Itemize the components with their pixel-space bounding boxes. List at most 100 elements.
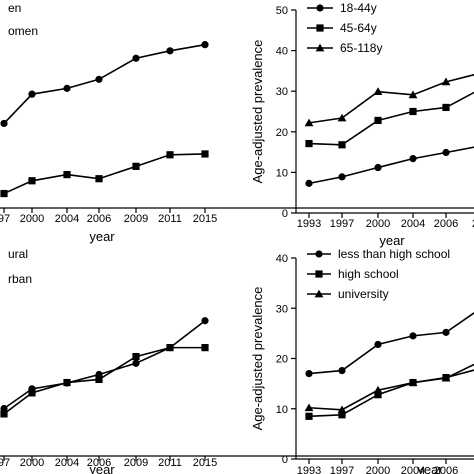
legend-label: 45-64y (340, 21, 377, 35)
data-point (409, 154, 417, 163)
data-point (408, 378, 418, 387)
legend-label: en (8, 1, 21, 15)
legend-label: 18-44y (340, 1, 377, 15)
x-tick-label: 2011 (158, 213, 182, 225)
data-point (63, 84, 71, 92)
panel-top-left: 97 2000 2004 2006 2009 2011 2015 year en omen (0, 1, 474, 244)
data-point (408, 90, 418, 99)
data-point (305, 369, 313, 378)
data-point (373, 87, 383, 96)
x-axis-label: year (379, 233, 405, 248)
data-point (338, 411, 346, 419)
x-axis-label: year (89, 229, 115, 244)
y-tick-label: 30 (276, 86, 288, 98)
data-point (95, 75, 103, 83)
series-line (3, 43, 206, 124)
y-tick-label: 50 (276, 5, 288, 17)
data-point (63, 378, 71, 387)
x-tick-label: 2000 (20, 457, 44, 469)
data-point (166, 47, 174, 55)
y-tick-label: 40 (276, 46, 288, 58)
series-line (3, 153, 206, 195)
x-tick-label: 2006 (87, 457, 111, 469)
data-point (337, 113, 347, 122)
legend-label: less than high school (338, 247, 450, 261)
legend-marker (316, 4, 324, 12)
legend-marker (314, 289, 324, 298)
data-point (166, 151, 174, 159)
data-point (132, 54, 140, 62)
data-point (28, 177, 36, 185)
y-tick-label: 40 (276, 253, 288, 265)
y-tick-label: 0 (282, 208, 288, 220)
x-tick-label: 1997 (330, 465, 354, 474)
data-point (373, 385, 383, 394)
data-point (374, 391, 382, 399)
data-point (338, 141, 346, 149)
data-point (337, 405, 347, 414)
data-point (442, 328, 450, 336)
y-tick-label: 10 (276, 167, 288, 179)
legend-label: rban (8, 272, 32, 286)
data-point (304, 118, 314, 127)
legend-label: ural (8, 247, 28, 261)
data-point (304, 403, 314, 412)
data-point (95, 375, 103, 384)
x-tick-label: 2009 (124, 457, 148, 469)
x-tick-label: 2000 (366, 218, 390, 230)
x-tick-label: 2004 (55, 457, 79, 469)
data-point (63, 170, 71, 179)
data-point (305, 179, 313, 187)
legend-marker (316, 24, 324, 32)
series-line (308, 363, 474, 411)
series-line (308, 146, 474, 185)
data-point (305, 139, 313, 148)
data-point (132, 162, 140, 170)
x-tick-label: 2011 (158, 457, 182, 469)
data-point (441, 77, 451, 86)
data-point (409, 107, 417, 116)
data-point (0, 119, 8, 128)
x-tick-label: 2006 (434, 465, 458, 474)
series-line (308, 73, 474, 124)
data-point (132, 352, 140, 361)
x-axis-label: year (89, 462, 115, 474)
data-point (201, 344, 209, 352)
legend-label: university (338, 287, 389, 301)
data-point (132, 359, 140, 367)
data-point (0, 189, 8, 198)
data-point (201, 41, 209, 49)
y-tick-label: 20 (276, 354, 288, 366)
x-tick-label: 2004 (401, 218, 425, 230)
x-tick-label: 1997 (330, 218, 354, 230)
data-point (409, 332, 417, 340)
data-point (374, 340, 382, 349)
data-point (441, 373, 451, 382)
x-tick-label: 2000 (366, 465, 390, 474)
series-line (3, 346, 205, 415)
data-point (201, 317, 209, 325)
x-tick-label: 2000 (20, 213, 44, 225)
legend-marker (315, 250, 323, 258)
x-tick-label: 1993 (297, 465, 321, 474)
data-point (166, 344, 174, 352)
x-tick-label: 2006 (434, 218, 458, 230)
data-point (0, 410, 8, 418)
y-tick-label: 30 (276, 303, 288, 315)
data-point (442, 103, 450, 112)
panel-bottom-left: 97 2000 2004 2006 2009 2011 2015 year ural rban (0, 247, 474, 474)
data-point (95, 175, 103, 183)
y-tick-label: 10 (276, 404, 288, 416)
legend-label: omen (8, 24, 38, 38)
data-point (374, 163, 382, 172)
x-tick-label: 2015 (193, 457, 217, 469)
x-tick-label: 2006 (87, 213, 111, 225)
x-tick-label: 2004 (55, 213, 79, 225)
data-point (338, 173, 346, 181)
data-point (305, 412, 313, 420)
data-point (28, 389, 36, 397)
x-tick-label: 2015 (193, 213, 217, 225)
series-line (308, 312, 474, 375)
x-tick-label: 97 (0, 457, 10, 469)
